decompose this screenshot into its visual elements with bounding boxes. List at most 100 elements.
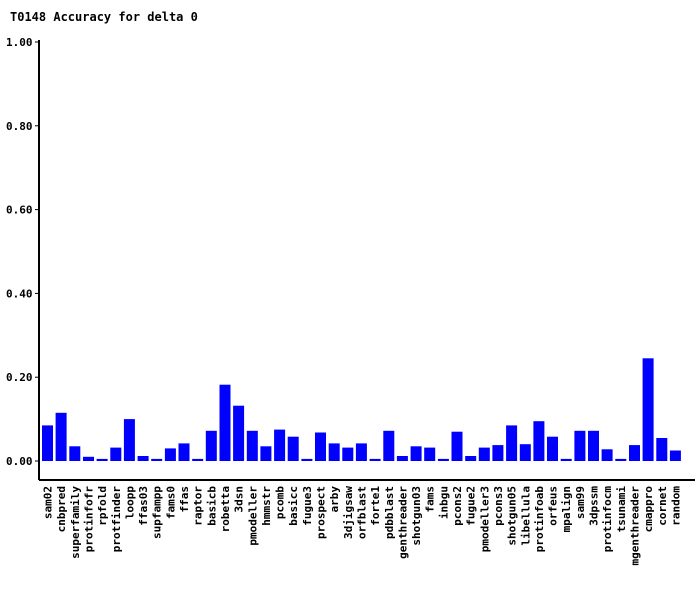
x-tick-label-mpalign: mpalign bbox=[560, 486, 573, 532]
x-tick-label-superfamily: superfamily bbox=[69, 486, 82, 559]
bar-protinfofr bbox=[83, 456, 94, 461]
y-tick-label: 1.00 bbox=[6, 36, 33, 49]
bar-fugue2 bbox=[465, 456, 477, 461]
x-axis-labels: sam02 cnbpred superfamily protinfofr rpfold p… bbox=[42, 486, 683, 566]
bar-loopp bbox=[123, 419, 135, 461]
x-tick-label-pcomb: pcomb bbox=[274, 486, 287, 519]
x-tick-label-ffas03: ffas03 bbox=[137, 486, 150, 526]
x-tick-label-cmappro: cmappro bbox=[642, 486, 655, 533]
bar-protfinder bbox=[110, 447, 122, 461]
x-tick-label-tsunami: tsunami bbox=[615, 486, 628, 533]
bar-fugue3 bbox=[301, 458, 313, 461]
x-tick-label-raptor: raptor bbox=[192, 486, 205, 526]
bar-pmodeller bbox=[246, 430, 258, 461]
bar-cornet bbox=[656, 438, 668, 461]
bar-pcons3 bbox=[492, 445, 504, 461]
bar-3dpssm bbox=[588, 430, 599, 461]
x-tick-label-fams0: fams0 bbox=[164, 486, 177, 519]
x-tick-label-arby: arby bbox=[328, 486, 341, 513]
bar-fams0 bbox=[164, 448, 176, 461]
x-tick-label-cornet: cornet bbox=[656, 486, 669, 526]
y-tick-label: 0.20 bbox=[6, 371, 33, 384]
bar-forte1 bbox=[369, 458, 381, 461]
x-tick-label-prospect: prospect bbox=[315, 486, 328, 539]
x-tick-label-mgenthreader: mgenthreader bbox=[629, 486, 642, 566]
x-tick-label-pcons3: pcons3 bbox=[492, 486, 505, 526]
bar-superfamily bbox=[69, 446, 81, 461]
bar-cnbpred bbox=[55, 412, 67, 461]
x-tick-label-sam99: sam99 bbox=[574, 486, 587, 519]
x-tick-label-fams: fams bbox=[424, 486, 437, 513]
x-tick-label-orfblast: orfblast bbox=[355, 486, 368, 539]
x-tick-label-cnbpred: cnbpred bbox=[55, 486, 68, 532]
x-tick-label-pcons2: pcons2 bbox=[451, 486, 464, 526]
x-tick-label-protinfofr: protinfofr bbox=[83, 486, 96, 553]
bar-orfeus bbox=[547, 436, 558, 461]
bars bbox=[42, 358, 681, 461]
x-tick-label-fugue2: fugue2 bbox=[465, 486, 478, 526]
bar-hmmstr bbox=[260, 446, 272, 461]
bar-ffas03 bbox=[137, 456, 149, 461]
bar-genthreader bbox=[396, 456, 408, 461]
x-tick-label-protfinder: protfinder bbox=[110, 486, 123, 553]
x-tick-label-libellula: libellula bbox=[519, 486, 532, 546]
bar-prospect bbox=[315, 432, 326, 461]
y-tick-label: 0.40 bbox=[6, 287, 33, 300]
x-tick-label-shotgun03: shotgun03 bbox=[410, 486, 423, 546]
bar-supfampp bbox=[151, 458, 163, 461]
bar-ffas bbox=[178, 443, 190, 461]
x-tick-label-robetta: robetta bbox=[219, 486, 232, 532]
y-tick-label: 0.80 bbox=[6, 120, 33, 133]
bar-3djigsaw bbox=[342, 447, 354, 461]
x-tick-label-inbgu: inbgu bbox=[437, 486, 450, 519]
bar-random bbox=[669, 450, 681, 461]
bar-mgenthreader bbox=[629, 445, 640, 461]
x-tick-label-protinfoab: protinfoab bbox=[533, 486, 546, 553]
bar-pcons2 bbox=[451, 431, 463, 461]
x-tick-label-orfeus: orfeus bbox=[547, 486, 560, 526]
x-tick-label-genthreader: genthreader bbox=[396, 486, 409, 559]
y-tick-label: 0.00 bbox=[6, 455, 33, 468]
bar-mpalign bbox=[560, 458, 572, 461]
bar-tsunami bbox=[615, 458, 627, 461]
x-tick-label-sam02: sam02 bbox=[42, 486, 55, 519]
x-tick-label-fugue3: fugue3 bbox=[301, 486, 314, 526]
x-tick-label-3dpssm: 3dpssm bbox=[588, 486, 601, 526]
bar-arby bbox=[328, 443, 340, 461]
bar-3dsn bbox=[233, 405, 245, 461]
x-tick-label-pmodeller: pmodeller bbox=[246, 486, 259, 546]
x-tick-label-rpfold: rpfold bbox=[96, 486, 109, 526]
chart-title: T0148 Accuracy for delta 0 bbox=[10, 10, 198, 24]
bar-rpfold bbox=[96, 458, 108, 461]
bar-cmappro bbox=[642, 358, 654, 461]
bar-pdbblast bbox=[383, 430, 395, 461]
bar-libellula bbox=[519, 444, 531, 461]
x-tick-label-3djigsaw: 3djigsaw bbox=[342, 486, 355, 539]
x-tick-label-random: random bbox=[669, 486, 682, 526]
bar-raptor bbox=[192, 458, 204, 461]
x-tick-label-forte1: forte1 bbox=[369, 486, 382, 526]
x-tick-label-pmodeller3: pmodeller3 bbox=[478, 486, 491, 552]
x-tick-label-supfampp: supfampp bbox=[151, 486, 164, 539]
bar-sam02 bbox=[42, 425, 53, 461]
y-tick-label: 0.60 bbox=[6, 204, 33, 217]
x-tick-label-protinfocm: protinfocm bbox=[601, 486, 614, 553]
bar-shotgun03 bbox=[410, 446, 422, 461]
bar-protinfocm bbox=[601, 449, 613, 461]
bar-protinfoab bbox=[533, 421, 545, 461]
bar-sam99 bbox=[574, 430, 586, 461]
bar-orfblast bbox=[355, 443, 367, 461]
x-tick-label-ffas: ffas bbox=[178, 486, 191, 513]
x-tick-label-shotgun05: shotgun05 bbox=[506, 486, 519, 546]
x-tick-label-pdbblast: pdbblast bbox=[383, 486, 396, 539]
x-tick-label-basicb: basicb bbox=[205, 486, 218, 526]
bar-robetta bbox=[219, 384, 231, 461]
bar-fams bbox=[424, 447, 436, 461]
x-tick-label-3dsn: 3dsn bbox=[233, 486, 246, 513]
y-axis-ticks: 0.00 0.20 0.40 0.60 0.80 1.00 bbox=[6, 36, 39, 468]
x-tick-label-hmmstr: hmmstr bbox=[260, 486, 273, 526]
bar-pcomb bbox=[274, 429, 286, 461]
bar-inbgu bbox=[437, 458, 449, 461]
bar-pmodeller3 bbox=[478, 447, 490, 461]
